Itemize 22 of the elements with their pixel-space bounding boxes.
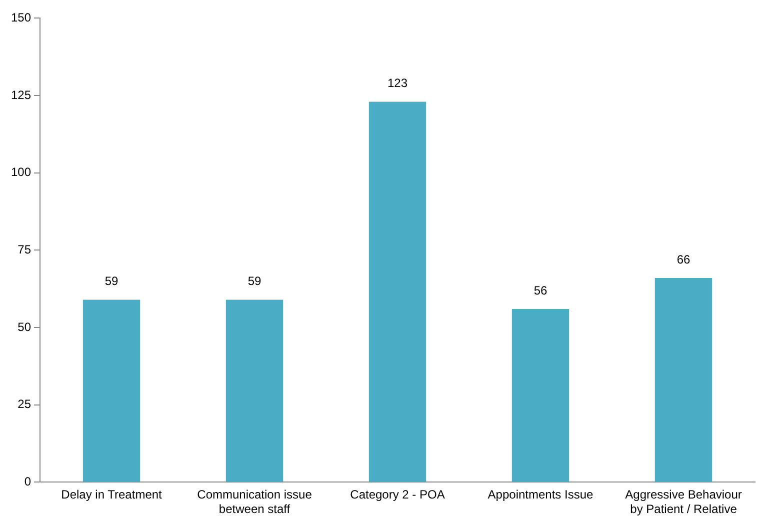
x-tick-label: Aggressive Behaviour by Patient / Relative [625, 488, 742, 516]
data-label: 56 [534, 283, 548, 298]
x-tick-label: Appointments Issue [488, 488, 594, 502]
data-label: 59 [104, 274, 119, 288]
bar [226, 300, 284, 482]
data-label: 123 [387, 76, 408, 90]
x-tick-label: Delay in Treatment [61, 488, 163, 502]
y-tick-label: 100 [10, 165, 32, 180]
y-tick-label: 75 [18, 242, 32, 257]
y-tick-label: 0 [24, 474, 32, 489]
y-tick-label: 50 [18, 320, 32, 334]
bar [654, 278, 712, 482]
data-label: 59 [248, 274, 262, 288]
y-tick-label: 25 [18, 397, 32, 412]
x-tick-label: Category 2 - POA [350, 488, 445, 502]
data-label: 66 [676, 252, 690, 266]
bar [368, 102, 426, 482]
bar [82, 300, 140, 482]
x-tick-label: Communication issue between staff [197, 488, 312, 516]
y-tick-label: 125 [10, 88, 32, 102]
bar [512, 308, 570, 482]
y-tick-label: 150 [10, 10, 32, 25]
